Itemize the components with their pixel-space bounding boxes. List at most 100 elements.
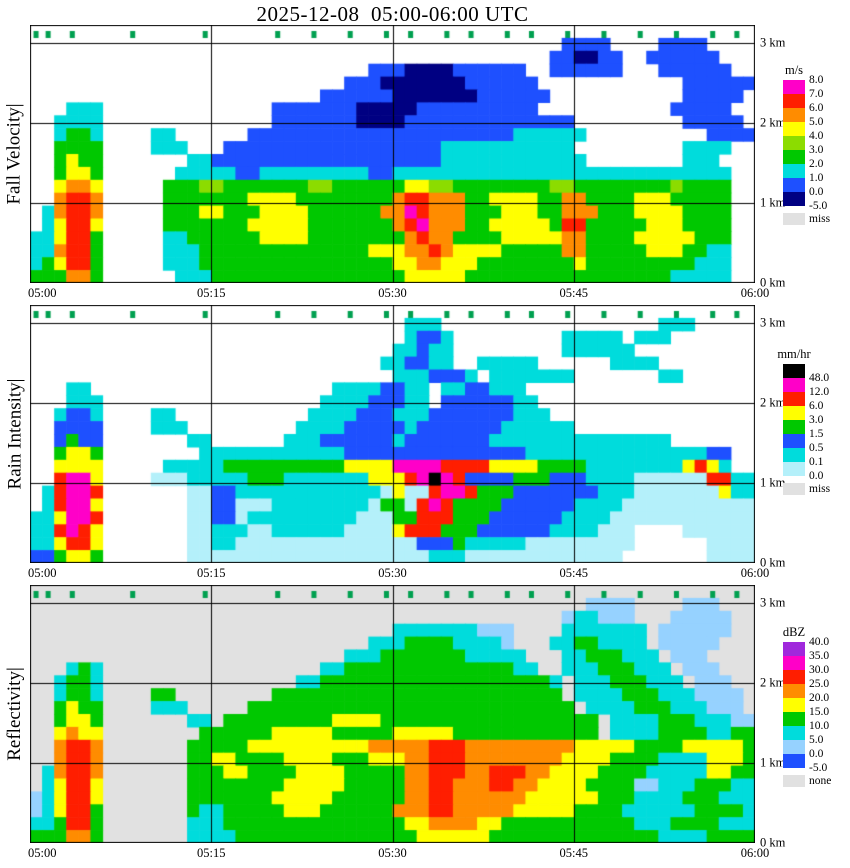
colorbar-segment [783,108,805,122]
colorbar-segment [783,698,805,712]
x-tick-label: 05:15 [197,286,226,300]
colorbar-unit-reflectivity: dBZ [782,625,806,639]
x-tick-label: 06:00 [740,286,770,300]
colorbar-tick-label: 8.0 [809,74,824,86]
colorbar-tick-label: 5.0 [809,734,824,746]
y-tick-label: 0 km [760,555,786,570]
colorbar-segment [783,80,805,94]
colorbar-segment [783,434,805,448]
colorbar-tick-label: 6.0 [809,400,824,412]
colorbar-segment [783,420,805,434]
x-tick-label: 05:15 [197,566,226,580]
y-tick-label: 3 km [760,595,786,610]
ylabel-fall-velocity: Fall Velocity| [2,25,28,283]
colorbar-tick-label: 0.0 [809,470,824,482]
missing-data-swatch [783,775,805,787]
colorbar-segment [783,136,805,150]
ylabel-text-rain-intensity: Rain Intensity| [4,378,25,490]
colorbar-tick-label: 3.0 [809,414,824,426]
colorbar-segment [783,192,805,206]
colorbar-tick-label: 0.1 [809,456,824,468]
x-tick-label: 06:00 [740,846,770,860]
x-tick-label: 05:45 [559,566,588,580]
reflectivity-heatmap [30,585,755,843]
fall-velocity-heatmap [30,25,755,283]
colorbar-reflectivity [783,642,805,768]
y-tick-label: 3 km [760,35,786,50]
colorbar-segment [783,392,805,406]
x-tick-label: 05:45 [559,286,588,300]
colorbar-tick-label: 1.5 [809,428,824,440]
y-tick-label: 2 km [760,115,786,130]
colorbar-tick-label: -5.0 [809,200,828,212]
colorbar-segment [783,150,805,164]
x-tick-label: 05:00 [28,566,57,580]
ylabel-reflectivity: Reflectivity| [2,585,28,843]
colorbar-unit-rain-intensity: mm/hr [777,347,811,361]
colorbar-tick-label: 0.0 [809,748,824,760]
colorbar-tick-label: 2.0 [809,158,824,170]
y-tick-label: 2 km [760,675,786,690]
colorbar-tick-label: 4.0 [809,130,824,142]
y-tick-label: 1 km [760,755,786,770]
colorbar-tick-label: -5.0 [809,762,828,774]
colorbar-tick-label: 20.0 [809,692,830,704]
colorbar-tick-label: 3.0 [809,144,824,156]
missing-data-swatch [783,483,805,495]
x-tick-label: 05:15 [197,846,226,860]
colorbar-segment [783,378,805,392]
colorbar-segment [783,364,805,378]
colorbar-segment [783,448,805,462]
y-tick-label: 1 km [760,195,786,210]
colorbar-rain-intensity [783,364,805,476]
missing-data-swatch [783,213,805,225]
x-tick-label: 05:00 [28,846,57,860]
colorbar-tick-label: 12.0 [809,386,830,398]
y-tick-label: 0 km [760,835,786,850]
colorbar-segment [783,726,805,740]
x-tick-label: 05:00 [28,286,57,300]
ylabel-text-reflectivity: Reflectivity| [4,667,25,761]
colorbar-segment [783,642,805,656]
colorbar-segment [783,740,805,754]
colorbar-segment [783,178,805,192]
colorbar-tick-label: 30.0 [809,664,830,676]
colorbar-unit-fall-velocity: m/s [784,63,804,77]
x-tick-label: 06:00 [740,566,770,580]
missing-data-label: miss [809,213,831,225]
colorbar-segment [783,684,805,698]
colorbar-segment [783,670,805,684]
y-tick-label: 3 km [760,315,786,330]
colorbar-tick-label: 6.0 [809,102,824,114]
y-tick-label: 2 km [760,395,786,410]
colorbar-segment [783,656,805,670]
colorbar-tick-label: 15.0 [809,706,830,718]
missing-data-label: miss [809,483,831,495]
colorbar-tick-label: 25.0 [809,678,830,690]
colorbar-tick-label: 0.5 [809,442,824,454]
y-tick-label: 1 km [760,475,786,490]
colorbar-segment [783,164,805,178]
x-tick-label: 05:30 [378,286,407,300]
plot-title: 2025-12-08 05:00-06:00 UTC [256,2,529,26]
ylabel-text-fall-velocity: Fall Velocity| [4,103,25,205]
colorbar-tick-label: 7.0 [809,88,824,100]
missing-data-label: none [809,775,832,787]
colorbar-segment [783,712,805,726]
colorbar-tick-label: 35.0 [809,650,830,662]
rain-intensity-heatmap [30,305,755,563]
y-tick-label: 0 km [760,275,786,290]
colorbar-tick-label: 0.0 [809,186,824,198]
colorbar-tick-label: 40.0 [809,636,830,648]
x-tick-label: 05:30 [378,566,407,580]
colorbar-segment [783,94,805,108]
colorbar-tick-label: 1.0 [809,172,824,184]
colorbar-segment [783,406,805,420]
colorbar-fall-velocity [783,80,805,206]
colorbar-segment [783,122,805,136]
colorbar-segment [783,462,805,476]
x-tick-label: 05:45 [559,846,588,860]
ylabel-rain-intensity: Rain Intensity| [2,305,28,563]
x-tick-label: 05:30 [378,846,407,860]
